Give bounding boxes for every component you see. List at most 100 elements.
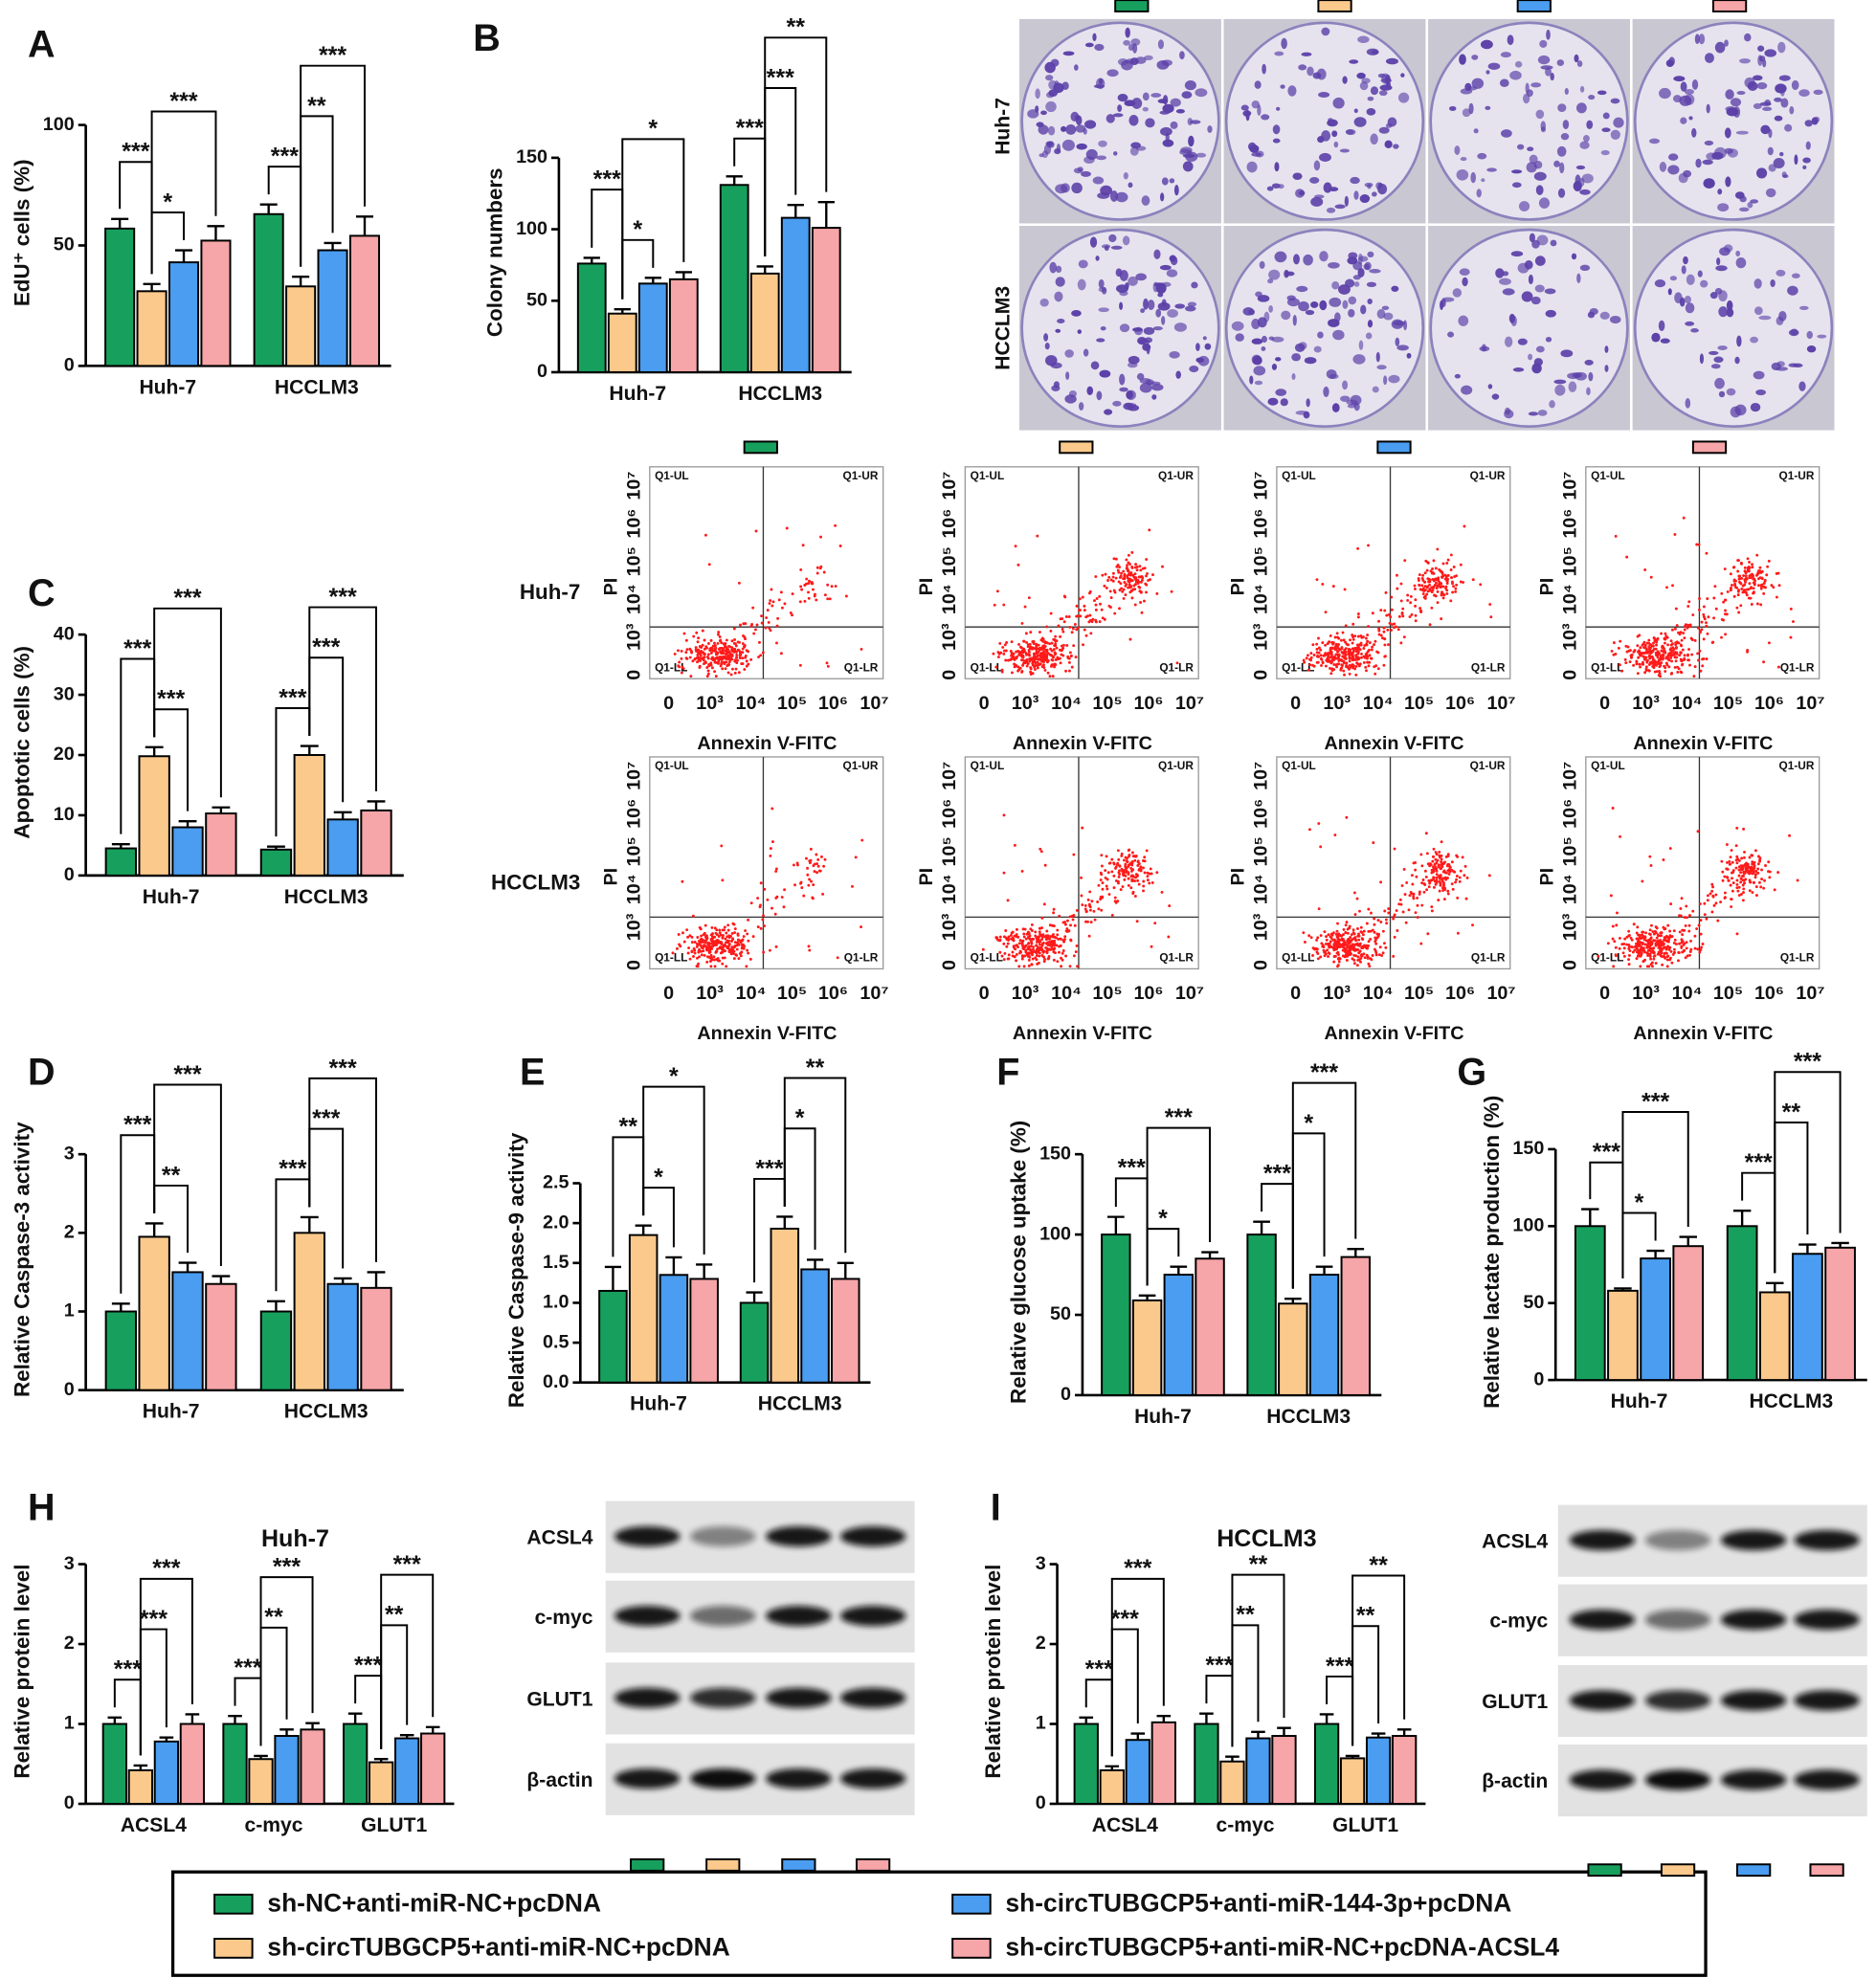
- colony: [1804, 120, 1813, 127]
- x-tick-label: 10⁶: [1445, 983, 1475, 1004]
- event-dot: [724, 645, 727, 649]
- event-dot: [1735, 606, 1739, 610]
- event-dot: [1351, 622, 1355, 626]
- event-dot: [709, 663, 713, 667]
- event-dot: [1122, 588, 1126, 591]
- event-dot: [1118, 589, 1122, 592]
- event-dot: [1118, 864, 1122, 868]
- y-tick-label: 150: [1039, 1143, 1071, 1164]
- event-dot: [1035, 954, 1038, 957]
- event-dot: [1447, 872, 1451, 876]
- y-tick-label: 1: [64, 1300, 75, 1322]
- event-dot: [1670, 654, 1674, 657]
- significance-label: ***: [173, 1061, 201, 1088]
- event-dot: [1316, 952, 1320, 955]
- event-dot: [1668, 958, 1672, 962]
- colony: [1470, 171, 1476, 184]
- event-dot: [696, 640, 700, 644]
- event-dot: [1142, 879, 1146, 883]
- event-dot: [1370, 911, 1373, 915]
- event-dot: [1414, 911, 1418, 915]
- group-swatch: [1809, 1863, 1844, 1878]
- colony: [1744, 77, 1755, 88]
- event-dot: [1338, 648, 1342, 652]
- colony: [1395, 337, 1400, 346]
- y-tick-label: 10⁶: [939, 509, 960, 539]
- colony: [1473, 128, 1479, 134]
- event-dot: [721, 962, 725, 966]
- colony: [1684, 88, 1695, 95]
- colony: [1128, 276, 1138, 286]
- colony: [1384, 140, 1393, 148]
- event-dot: [1403, 559, 1407, 563]
- x-tick-label: 10⁷: [1486, 983, 1515, 1004]
- colony: [1579, 85, 1585, 93]
- error-bar: [425, 1725, 440, 1734]
- event-dot: [1729, 883, 1732, 887]
- event-dot: [726, 928, 730, 932]
- event-dot: [1743, 566, 1747, 569]
- event-dot: [1452, 565, 1456, 568]
- event-dot: [1668, 648, 1672, 652]
- colony: [1495, 268, 1505, 278]
- colony: [1393, 321, 1406, 326]
- event-dot: [747, 918, 750, 922]
- event-dot: [1099, 878, 1103, 881]
- bar: [259, 1310, 293, 1391]
- event-dot: [1374, 664, 1378, 668]
- colony: [1272, 138, 1281, 144]
- colony: [1726, 388, 1736, 396]
- event-dot: [1023, 605, 1027, 609]
- colony: [1359, 194, 1371, 204]
- event-dot: [732, 957, 736, 961]
- event-dot: [1373, 930, 1376, 934]
- event-dot: [759, 926, 763, 930]
- event-dot: [1712, 903, 1716, 907]
- x-tick-label: 10⁷: [1175, 983, 1204, 1004]
- event-dot: [1340, 937, 1344, 941]
- event-dot: [1445, 589, 1449, 592]
- significance-bracket: [1774, 1071, 1842, 1274]
- event-dot: [686, 951, 690, 955]
- event-dot: [1150, 880, 1154, 884]
- event-dot: [1630, 945, 1634, 948]
- event-dot: [1716, 919, 1720, 922]
- event-dot: [1446, 889, 1450, 893]
- event-dot: [1370, 656, 1374, 660]
- event-dot: [703, 638, 706, 642]
- x-tick-label: 10³: [1012, 983, 1039, 1004]
- event-dot: [1430, 871, 1434, 875]
- event-dot: [761, 918, 765, 922]
- event-dot: [1054, 634, 1058, 638]
- event-dot: [1116, 564, 1120, 567]
- event-dot: [1365, 669, 1368, 673]
- event-dot: [1071, 627, 1075, 631]
- event-dot: [739, 954, 743, 958]
- error-bar: [111, 217, 129, 229]
- x-tick-label: 10⁴: [1672, 693, 1703, 714]
- event-dot: [1346, 931, 1350, 935]
- y-tick-label: 10⁵: [1559, 836, 1580, 866]
- event-dot: [1654, 652, 1658, 655]
- y-axis-label: Relative lactate production (%): [1480, 1096, 1504, 1409]
- event-dot: [1343, 588, 1347, 591]
- x-tick-label: c-myc: [1216, 1814, 1274, 1836]
- x-tick-label: 0: [663, 983, 674, 1004]
- significance-label: ***: [319, 42, 346, 69]
- colony: [1756, 82, 1768, 90]
- event-dot: [798, 600, 802, 604]
- event-dot: [692, 634, 696, 638]
- event-dot: [1321, 641, 1325, 645]
- event-dot: [1375, 650, 1379, 654]
- event-dot: [1068, 651, 1072, 655]
- event-dot: [789, 611, 793, 614]
- event-dot: [1721, 878, 1725, 882]
- colony: [1276, 106, 1281, 111]
- colony: [1704, 140, 1714, 146]
- colony: [1261, 335, 1267, 344]
- event-dot: [738, 656, 742, 659]
- event-dot: [1732, 578, 1736, 582]
- significance-label: *: [1304, 1110, 1313, 1137]
- event-dot: [1426, 932, 1430, 936]
